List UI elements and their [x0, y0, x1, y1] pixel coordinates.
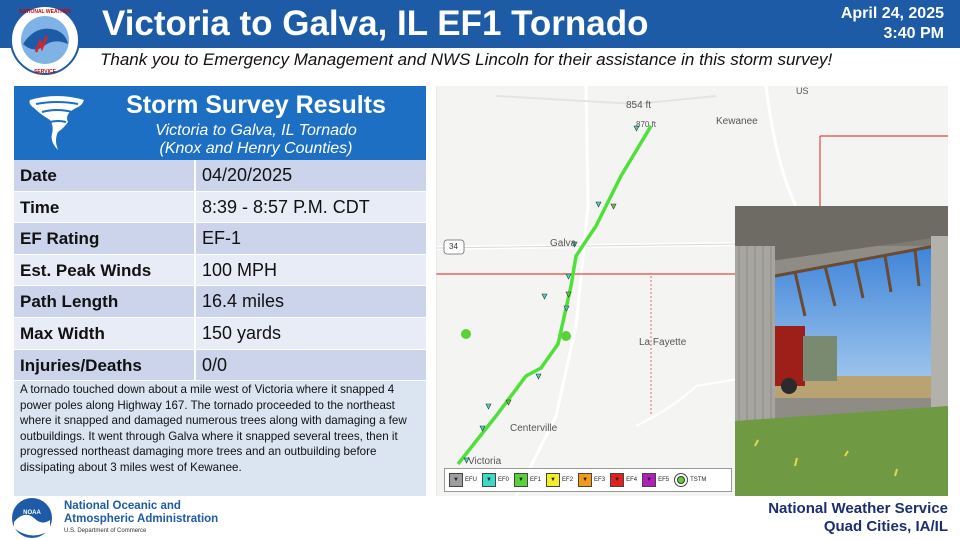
damaged-barn-photo[interactable] — [735, 206, 948, 496]
table-row: Path Length 16.4 miles — [14, 286, 426, 318]
panel-header: Storm Survey Results Victoria to Galva, … — [14, 86, 426, 160]
table-row: Injuries/Deaths 0/0 — [14, 349, 426, 382]
page-title: Victoria to Galva, IL EF1 Tornado — [102, 4, 649, 43]
row-label: Injuries/Deaths — [14, 349, 196, 381]
office-name: National Weather Service Quad Cities, IA… — [768, 500, 948, 536]
triangle-icon: ▼ — [449, 473, 463, 487]
panel-subtitle-line2: (Knox and Henry Counties) — [159, 140, 353, 157]
issue-datetime: April 24, 2025 3:40 PM — [841, 4, 944, 44]
legend-label: EF0 — [498, 477, 510, 483]
row-label: Max Width — [14, 317, 196, 349]
legend-label: EF5 — [658, 477, 670, 483]
noaa-logo-icon: NOAA — [12, 498, 52, 538]
row-value: EF-1 — [202, 228, 242, 249]
noaa-name-line1: National Oceanic and — [64, 500, 181, 512]
svg-text:NOAA: NOAA — [23, 510, 41, 516]
legend-item-tstm: TSTM — [674, 473, 706, 487]
row-label: Path Length — [14, 286, 196, 317]
map-label-us: US — [796, 86, 809, 96]
legend-label: TSTM — [690, 477, 707, 483]
route-34-label: 34 — [449, 242, 458, 251]
map-label-galva: Galva — [550, 238, 577, 249]
map-label-kewanee: Kewanee — [716, 116, 758, 127]
panel-subtitle: Victoria to Galva, IL Tornado (Knox and … — [96, 122, 416, 158]
table-row: Max Width 150 yards — [14, 317, 426, 350]
legend-label: EFU — [465, 477, 477, 483]
legend-label: EF2 — [562, 477, 574, 483]
svg-text:NATIONAL WEATHER: NATIONAL WEATHER — [19, 9, 71, 15]
legend-item-ef3: ▼ EF3 — [578, 473, 605, 487]
row-value: 150 yards — [202, 322, 282, 343]
map-label-elevation-2: 870 ft — [636, 120, 657, 129]
legend-item-ef1: ▼ EF1 — [514, 473, 541, 487]
row-value: 100 MPH — [202, 259, 278, 280]
map-label-lafayette: La Fayette — [639, 337, 687, 348]
triangle-icon: ▼ — [578, 473, 593, 487]
map-legend: ▼ EFU ▼ EF0 ▼ EF1 ▼ EF2 ▼ EF3 ▼ EF4 ▼ EF5 TSTM — [444, 468, 732, 492]
triangle-icon: ▼ — [546, 473, 561, 487]
map-label-centerville: Centerville — [510, 423, 558, 434]
legend-item-ef5: ▼ EF5 — [642, 473, 669, 487]
panel-subtitle-line1: Victoria to Galva, IL Tornado — [155, 122, 357, 139]
noaa-dept: U.S. Department of Commerce — [64, 528, 147, 534]
row-label: Time — [14, 191, 196, 223]
svg-text:SERVICE: SERVICE — [34, 69, 57, 75]
row-label: Date — [14, 160, 196, 191]
map-label-elevation: 854 ft — [626, 100, 652, 111]
tornado-track — [456, 125, 653, 466]
thanks-note: Thank you to Emergency Management and NW… — [100, 50, 833, 69]
footer: NOAA National Oceanic and Atmospheric Ad… — [0, 496, 960, 540]
legend-item-ef2: ▼ EF2 — [546, 473, 573, 487]
table-row: Time 8:39 - 8:57 P.M. CDT — [14, 191, 426, 224]
office-line1: National Weather Service — [768, 500, 948, 517]
triangle-icon: ▼ — [514, 473, 529, 487]
noaa-name: National Oceanic and Atmospheric Adminis… — [64, 500, 218, 526]
row-value: 0/0 — [202, 354, 228, 375]
office-line2: Quad Cities, IA/IL — [823, 518, 948, 535]
row-value: 8:39 - 8:57 P.M. CDT — [202, 196, 370, 217]
row-value: 04/20/2025 — [202, 165, 293, 185]
legend-label: EF4 — [626, 477, 638, 483]
triangle-icon: ▼ — [482, 473, 496, 487]
map-label-victoria: Victoria — [468, 456, 502, 467]
legend-label: EF1 — [530, 477, 542, 483]
triangle-icon: ▼ — [642, 473, 657, 487]
circle-icon — [674, 473, 689, 487]
legend-item-ef4: ▼ EF4 — [610, 473, 637, 487]
tornado-icon — [29, 96, 84, 150]
survey-table: Date 04/20/2025 Time 8:39 - 8:57 P.M. CDT … — [14, 160, 426, 382]
legend-item-efu: ▼ EFU — [449, 473, 477, 487]
issue-date: April 24, 2025 — [840, 5, 944, 22]
table-row: Est. Peak Winds 100 MPH — [14, 254, 426, 287]
row-label: Est. Peak Winds — [14, 254, 196, 286]
legend-item-ef0: ▼ EF0 — [482, 473, 509, 487]
noaa-name-line2: Atmospheric Administration — [64, 513, 219, 525]
survey-summary: A tornado touched down about a mile west… — [20, 383, 407, 474]
header-bar — [0, 0, 960, 48]
row-label: EF Rating — [14, 223, 196, 254]
legend-label: EF3 — [594, 477, 606, 483]
panel-title: Storm Survey Results — [126, 91, 386, 119]
survey-panel: Storm Survey Results Victoria to Galva, … — [14, 86, 426, 496]
triangle-icon: ▼ — [610, 473, 625, 487]
row-value: 16.4 miles — [202, 291, 285, 312]
issue-time: 3:40 PM — [883, 25, 944, 42]
table-row: Date 04/20/2025 — [14, 160, 426, 192]
nws-logo-icon: NATIONAL WEATHER SERVICE — [10, 5, 80, 75]
table-row: EF Rating EF-1 — [14, 223, 426, 255]
